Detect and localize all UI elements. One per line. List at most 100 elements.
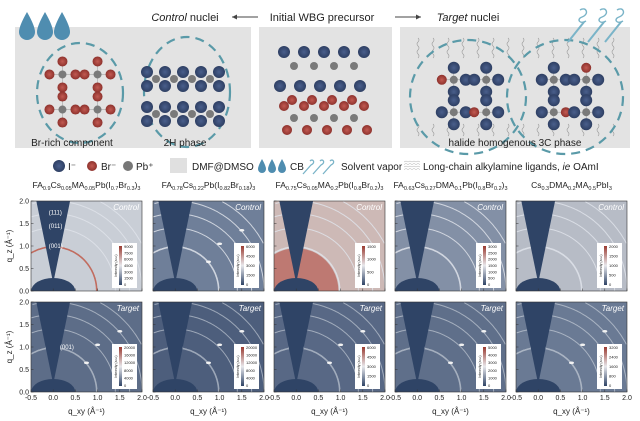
colorbar-tick: 1600: [609, 364, 619, 369]
formula-text: Cs: [415, 180, 425, 190]
iodide-atom: [141, 66, 153, 78]
iodide-atom: [535, 106, 548, 119]
bromide-atom: [57, 82, 68, 93]
x-tick-label: 1.5: [237, 395, 247, 402]
formula-subscript: 0.27: [425, 186, 436, 192]
x-tick-label: 0.0: [533, 395, 543, 402]
legend: I⁻ Br⁻ Pb⁺ DMF@DMSO CB Solvent vapor Lon…: [53, 158, 599, 175]
iodide-atom: [568, 73, 581, 86]
formula-text: ): [249, 180, 252, 190]
ligand-chain: [521, 123, 525, 137]
colorbar-tick: 0: [367, 383, 370, 388]
iodide-atom: [447, 85, 460, 98]
x-tick-label: 1.5: [115, 395, 125, 402]
colorbar-box: [476, 243, 501, 288]
colorbar-tick: 0: [488, 383, 491, 388]
iodide-atom: [195, 80, 207, 92]
ligand-chain: [476, 123, 480, 137]
formula-text: ): [378, 180, 381, 190]
bromide-atom: [57, 56, 68, 67]
iodide-atom: [159, 66, 171, 78]
iodide-atom: [547, 61, 560, 74]
formula-text: DMA: [549, 180, 568, 190]
bragg-spot: [84, 361, 89, 365]
bromide-atom: [92, 82, 103, 93]
iodide-atom: [338, 46, 350, 58]
colorbar-label: Intensity (a.u.): [114, 254, 118, 276]
ligand-chain: [506, 123, 510, 137]
iodide-atom: [195, 115, 207, 127]
bromide-atom: [57, 117, 68, 128]
bromide-atom: [322, 125, 332, 135]
lead-atom: [58, 70, 67, 79]
vapor-icon: [302, 159, 335, 175]
x-tick-label: 1.0: [578, 395, 588, 402]
formula-text: Cs: [183, 180, 193, 190]
diffraction-ring: [31, 246, 98, 291]
iodide-atom: [195, 101, 207, 113]
bromide-atom: [105, 69, 116, 80]
nucleus-boundary: [142, 35, 232, 149]
formula-subscript: 0.2: [568, 186, 576, 192]
miller-index-label: (001): [60, 345, 74, 351]
bromide-atom: [70, 69, 81, 80]
colorbar-tick: 7500: [124, 250, 134, 255]
control-tag: Control: [356, 203, 382, 212]
lead-atom: [170, 75, 178, 83]
y-tick-label: 0.5: [19, 367, 29, 374]
bromide-atom: [79, 69, 90, 80]
diffraction-ring: [274, 246, 341, 291]
ligand-icon: [403, 160, 421, 170]
beamstop-origin: [395, 278, 440, 291]
bromide-swatch: [87, 161, 97, 171]
formula-text: Br: [361, 180, 370, 190]
miller-index-label: (111): [49, 210, 62, 216]
beamstop-origin: [274, 278, 319, 291]
formula-text: FA: [393, 180, 404, 190]
beamstop-origin: [31, 379, 76, 392]
ligand-chain: [581, 37, 585, 59]
sample-formula: FA0.75Cs0.05MA0.2Pb(I0.8Br0.2)3: [276, 180, 384, 192]
colorbar-tick: 4000: [246, 375, 256, 380]
colorbar-box: [476, 344, 501, 389]
bragg-spot: [217, 343, 223, 347]
colorbar-tick: 1000: [609, 263, 619, 268]
colorbar-tick: 6000: [124, 257, 134, 262]
iodide-atom: [592, 73, 605, 86]
target-nuclei-label: Target nuclei: [437, 12, 500, 24]
bromide-atom: [279, 101, 289, 111]
x-tick-label: 2.0: [137, 395, 147, 402]
formula-subscript: 0.3: [541, 186, 549, 192]
colorbar-box: [112, 243, 137, 288]
y-tick-label: 0.0: [19, 390, 29, 397]
ligand-chain: [446, 37, 450, 59]
x-tick-label: 1.0: [457, 395, 467, 402]
colorbar-tick: 1000: [367, 257, 377, 262]
formula-subscript: 0.78: [172, 186, 183, 192]
giwaxs-target-1: Target Intensity (a.u.) 20000 16000 12000 800…: [19, 300, 147, 403]
diffraction-ring: [274, 347, 341, 392]
formula-text: MA: [576, 180, 589, 190]
bromide-atom: [581, 62, 592, 73]
colorbar-tick: 2500: [488, 250, 498, 255]
formula-text: MA: [72, 180, 85, 190]
lead-atom: [206, 110, 214, 118]
giwaxs-grid: FA0.9Cs0.05MA0.05Pb(I0.7Br0.3)3ControlIn…: [19, 180, 632, 402]
bragg-spot: [459, 343, 465, 347]
formula-subscript: 0.5: [588, 186, 596, 192]
formula-text: ): [502, 180, 505, 190]
iodide-atom: [480, 85, 493, 98]
formula-subscript: 0.2: [370, 186, 378, 192]
formula-subscript: 0.05: [61, 186, 72, 192]
diffraction-ring: [100, 302, 142, 345]
x-tick-label: 0.5: [314, 395, 324, 402]
y-tick-label: 1.0: [19, 244, 29, 251]
lead-atom: [188, 75, 196, 83]
diffraction-ring: [153, 347, 220, 392]
sample-formula: Cs0.3DMA0.2MA0.5PbI3: [531, 180, 612, 192]
formula-text: Pb(I: [95, 180, 111, 190]
colorbar-tick: 1500: [124, 276, 134, 281]
drop-icon: [258, 159, 286, 173]
